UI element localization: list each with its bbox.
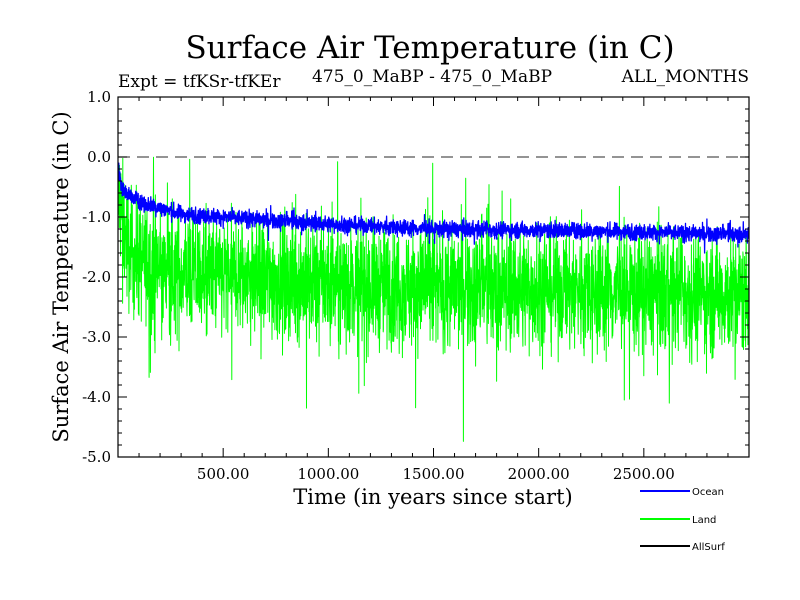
y-tick-label: 0.0 — [87, 148, 111, 166]
series-line-ocean — [118, 162, 749, 254]
series-layer — [118, 156, 749, 442]
chart-subtitle-months: ALL_MONTHS — [621, 67, 749, 87]
y-tick-label: -3.0 — [82, 328, 111, 346]
x-tick-label: 2500.00 — [613, 465, 675, 483]
y-tick-label: -5.0 — [82, 448, 111, 466]
chart-subtitle-experiment: Expt = tfKSr-tfKEr — [118, 72, 281, 92]
x-tick-label: 1500.00 — [402, 465, 464, 483]
series-line-land — [118, 156, 749, 442]
x-tick-label: 2000.00 — [508, 465, 570, 483]
legend-land-label: Land — [692, 515, 716, 526]
x-tick-label: 500.00 — [197, 465, 250, 483]
x-tick-label: 1000.00 — [297, 465, 359, 483]
y-tick-label: 1.0 — [87, 88, 111, 106]
legend: Ocean Land AllSurf — [640, 487, 725, 553]
y-axis-label: Surface Air Temperature (in C) — [49, 111, 73, 442]
x-axis-label: Time (in years since start) — [293, 485, 572, 509]
axis-ticks: 500.00 1000.00 1500.00 2000.00 2500.00 1.0 0.0… — [82, 88, 749, 483]
chart-title: Surface Air Temperature (in C) — [185, 30, 674, 66]
chart-subtitle-period: 475_0_MaBP - 475_0_MaBP — [312, 67, 552, 87]
legend-allsurf-label: AllSurf — [692, 542, 725, 553]
y-tick-label: -2.0 — [82, 268, 111, 286]
y-tick-label: -4.0 — [82, 388, 111, 406]
plot-area: 500.00 1000.00 1500.00 2000.00 2500.00 1.0 0.0… — [82, 88, 750, 483]
legend-ocean-label: Ocean — [692, 487, 724, 498]
y-tick-label: -1.0 — [82, 208, 111, 226]
